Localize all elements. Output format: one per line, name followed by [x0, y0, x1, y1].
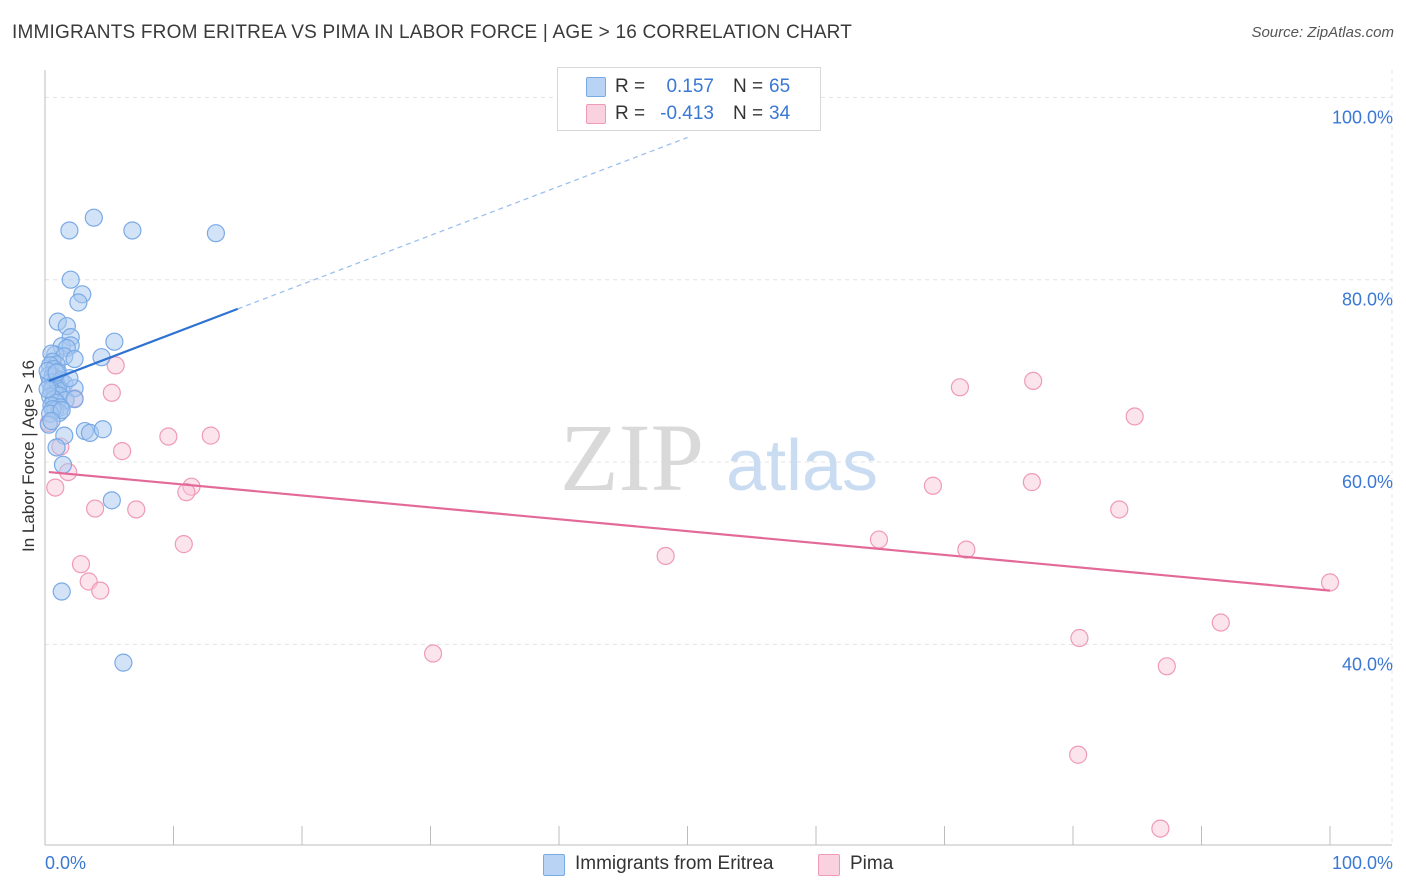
pima-swatch — [586, 104, 606, 124]
pima-point — [1069, 745, 1088, 764]
n-value: 34 — [769, 103, 791, 124]
pima-point — [423, 644, 443, 663]
y-tick-label: 100.0% — [1332, 107, 1393, 127]
pima-point — [106, 356, 125, 375]
r-label: R = — [615, 76, 646, 97]
grid-lines — [45, 70, 1393, 845]
pima-point — [127, 500, 146, 519]
eritrea-legend-swatch — [543, 854, 565, 876]
pima-point — [1151, 819, 1170, 838]
pima-point — [177, 483, 196, 502]
pima-point — [1125, 407, 1144, 426]
axes — [44, 70, 1392, 846]
eritrea-point — [53, 455, 73, 474]
pima-point — [1024, 371, 1043, 391]
pima-trend-line — [48, 470, 1331, 592]
chart-title: IMMIGRANTS FROM ERITREA VS PIMA IN LABOR… — [12, 22, 853, 43]
pima-point — [957, 540, 976, 559]
legend-label-pima: Pima — [850, 853, 894, 874]
x-tick-label-min: 0.0% — [45, 853, 86, 873]
n-value: 65 — [769, 76, 791, 97]
eritrea-point — [69, 293, 88, 312]
pima-point — [950, 378, 970, 397]
n-label: N = — [733, 103, 764, 124]
eritrea-point — [52, 582, 71, 601]
pima-point — [86, 499, 105, 518]
series-legend: Immigrants from Eritrea Pima — [0, 852, 1406, 878]
pima-point — [1110, 500, 1129, 519]
source-credit: Source: ZipAtlas.com — [1251, 24, 1394, 41]
watermark-atlas: atlas — [726, 426, 878, 506]
eritrea-point — [102, 491, 121, 510]
n-label: N = — [733, 76, 764, 97]
eritrea-swatch — [586, 77, 606, 97]
pima-legend-swatch — [818, 854, 840, 876]
r-label: R = — [615, 103, 646, 124]
eritrea-trend-line — [48, 307, 239, 382]
watermark-zip: ZIP — [560, 404, 704, 511]
eritrea-trend-extension — [237, 136, 688, 310]
pima-point — [923, 476, 943, 495]
legend-label-eritrea: Immigrants from Eritrea — [575, 853, 774, 874]
eritrea-point — [65, 349, 84, 369]
pima-point — [1320, 573, 1340, 592]
eritrea-point — [84, 208, 103, 227]
y-tick-label: 40.0% — [1342, 654, 1393, 674]
pima-point — [112, 442, 132, 461]
y-axis-label: In Labor Force | Age > 16 — [19, 360, 38, 552]
eritrea-point — [114, 653, 133, 672]
pima-point — [174, 535, 193, 554]
trend-lines — [48, 136, 1331, 592]
stats-legend: R = 0.157 N = 65 R = -0.413 N = 34 — [557, 67, 821, 131]
eritrea-point — [206, 224, 226, 243]
pima-point — [201, 426, 220, 445]
eritrea-point — [65, 390, 84, 409]
eritrea-point — [105, 332, 124, 351]
pima-point — [869, 530, 889, 549]
x-tick-label-max: 100.0% — [1332, 853, 1393, 873]
eritrea-point — [60, 221, 79, 240]
watermark: ZIP atlas — [560, 404, 878, 511]
y-tick-label: 80.0% — [1342, 290, 1393, 310]
pima-point — [1070, 628, 1089, 648]
pima-point — [1211, 613, 1230, 632]
r-value: 0.157 — [666, 76, 714, 97]
pima-point — [71, 555, 91, 574]
eritrea-point — [61, 270, 80, 289]
pima-point — [102, 383, 121, 402]
r-value: -0.413 — [660, 103, 714, 124]
eritrea-point — [38, 380, 57, 399]
pima-point — [1157, 657, 1176, 676]
eritrea-point — [93, 420, 112, 439]
eritrea-series — [38, 208, 226, 672]
pima-point — [159, 427, 178, 446]
pima-point — [46, 478, 65, 497]
pima-point — [656, 546, 675, 566]
y-tick-label: 60.0% — [1342, 472, 1393, 492]
eritrea-point — [47, 438, 66, 457]
tick-labels: 40.0% 60.0% 80.0% 100.0% 0.0% 100.0% — [45, 107, 1393, 873]
pima-point — [1022, 473, 1041, 492]
eritrea-point — [42, 411, 61, 431]
pima-point — [91, 581, 110, 600]
eritrea-point — [123, 221, 142, 240]
